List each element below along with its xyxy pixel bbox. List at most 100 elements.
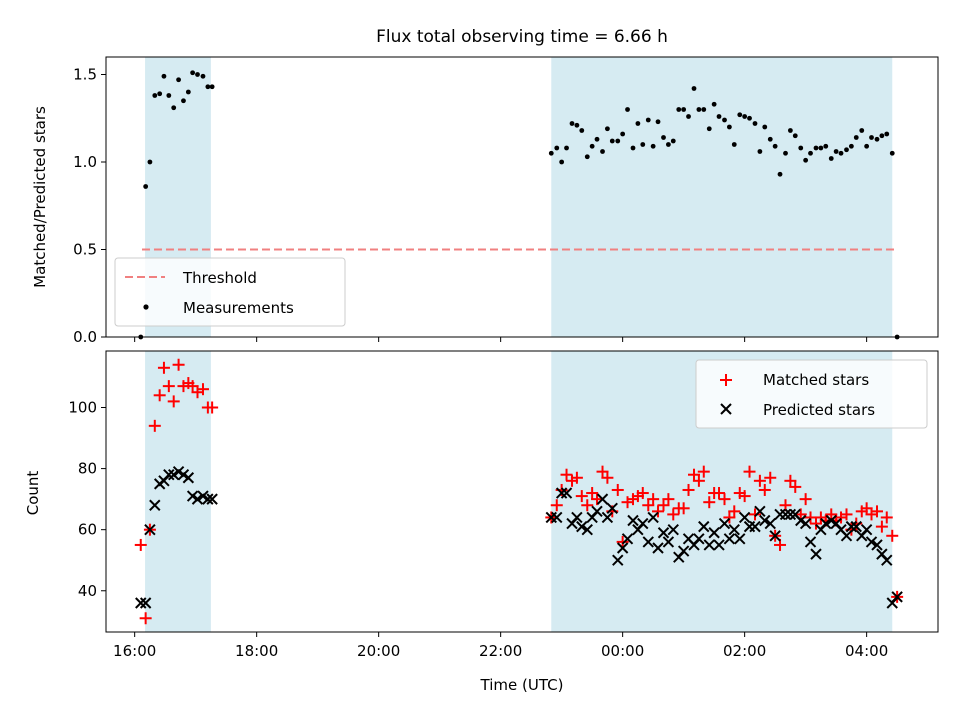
- measurement-point: [711, 101, 717, 107]
- matched-star-point: [148, 419, 161, 432]
- measurement-point: [884, 131, 890, 137]
- predicted-star-point: [555, 487, 568, 499]
- y-tick-label: 0.0: [73, 328, 97, 346]
- observing-interval: [145, 351, 211, 632]
- measurement-point: [166, 93, 172, 98]
- predicted-star-point: [769, 530, 781, 542]
- matched-star-point: [652, 505, 665, 518]
- predicted-star-point: [144, 523, 156, 536]
- matched-star-point: [697, 465, 710, 478]
- matched-star-point: [647, 493, 660, 506]
- legend-measurements-label: Measurements: [183, 299, 294, 317]
- measurement-point: [772, 143, 778, 149]
- measurement-point: [650, 143, 656, 149]
- predicted-star-point: [576, 520, 588, 533]
- predicted-star-point: [784, 508, 797, 521]
- measurement-point: [604, 126, 610, 132]
- x-tick-label: 00:00: [601, 642, 644, 660]
- predicted-star-point: [652, 542, 664, 554]
- measurement-point: [859, 128, 865, 133]
- matched-star-point: [616, 535, 629, 548]
- matched-star-point: [810, 517, 823, 530]
- measurement-point: [200, 73, 206, 79]
- y-tick-label: 60: [78, 521, 97, 539]
- y-tick-label: 80: [78, 460, 97, 478]
- measurement-point: [625, 107, 630, 112]
- predicted-star-point: [642, 536, 654, 548]
- predicted-star-point: [612, 554, 624, 566]
- measurement-point: [190, 70, 196, 76]
- measurement-point: [701, 107, 707, 112]
- predicted-star-point: [734, 533, 746, 545]
- measurement-point: [838, 150, 844, 156]
- predicted-star-point: [606, 502, 618, 515]
- predicted-star-point: [799, 517, 812, 530]
- predicted-star-point: [601, 511, 614, 524]
- matched-star-point: [825, 508, 838, 521]
- matched-star-point: [657, 499, 670, 512]
- predicted-star-point: [206, 493, 218, 505]
- measurement-point: [665, 142, 671, 147]
- matched-star-point: [642, 499, 655, 512]
- measurement-point: [762, 124, 768, 130]
- measurement-point: [874, 136, 880, 142]
- measurement-point: [548, 150, 554, 156]
- predicted-star-point: [759, 514, 771, 527]
- matched-star-point: [153, 389, 166, 402]
- measurement-point: [731, 142, 737, 147]
- matched-star-point: [753, 474, 766, 487]
- matched-star-point: [688, 468, 701, 481]
- predicted-star-point: [662, 536, 675, 548]
- count-y-axis: 40 60 80 100: [68, 399, 106, 600]
- measurement-point: [792, 133, 798, 139]
- x-tick-label: 16:00: [113, 642, 156, 660]
- predicted-star-point: [881, 554, 893, 566]
- count-y-axis-label: Count: [24, 471, 42, 516]
- predicted-star-point: [764, 517, 776, 530]
- measurement-point: [722, 117, 727, 123]
- matched-star-point: [662, 493, 675, 506]
- measurement-point: [747, 115, 752, 121]
- matched-star-point: [875, 520, 888, 533]
- measurement-point: [569, 121, 575, 126]
- measurement-point: [681, 107, 687, 112]
- measurement-point: [157, 91, 163, 97]
- predicted-star-point: [591, 505, 603, 518]
- matched-star-point: [799, 493, 812, 506]
- measurement-point: [828, 156, 834, 161]
- chart-title: Flux total observing time = 6.66 h: [376, 27, 668, 47]
- predicted-star-point: [182, 472, 195, 484]
- matched-star-point: [134, 538, 147, 551]
- matched-star-point: [586, 487, 599, 500]
- predicted-star-point: [677, 545, 690, 557]
- predicted-star-point: [845, 520, 858, 533]
- matched-star-point: [886, 529, 899, 542]
- measurement-point: [554, 145, 560, 151]
- matched-star-point: [779, 499, 792, 512]
- matched-star-point: [840, 508, 853, 521]
- measurement-point: [696, 107, 702, 112]
- measurement-point: [620, 131, 626, 137]
- matched-star-point: [749, 508, 762, 521]
- measurement-point: [787, 128, 793, 133]
- predicted-star-point: [621, 533, 634, 545]
- matched-star-point: [172, 358, 185, 371]
- measurement-point: [176, 77, 181, 83]
- x-tick-label: 20:00: [357, 642, 400, 660]
- legend-matched-label: Matched stars: [763, 371, 869, 389]
- predicted-star-point: [560, 487, 573, 499]
- measurement-point: [757, 149, 763, 154]
- measurement-point: [716, 114, 722, 119]
- predicted-star-point: [840, 530, 853, 542]
- predicted-star-point: [616, 542, 629, 554]
- measurement-point: [635, 121, 641, 126]
- matched-star-point: [575, 490, 588, 503]
- measurement-point: [195, 72, 200, 77]
- matched-star-point: [206, 401, 219, 414]
- x-tick-label: 04:00: [845, 642, 888, 660]
- matched-star-point: [794, 508, 807, 521]
- measurement-point: [676, 107, 682, 112]
- matched-star-point: [718, 493, 731, 506]
- matched-star-point: [764, 471, 777, 484]
- matched-star-point: [560, 468, 573, 481]
